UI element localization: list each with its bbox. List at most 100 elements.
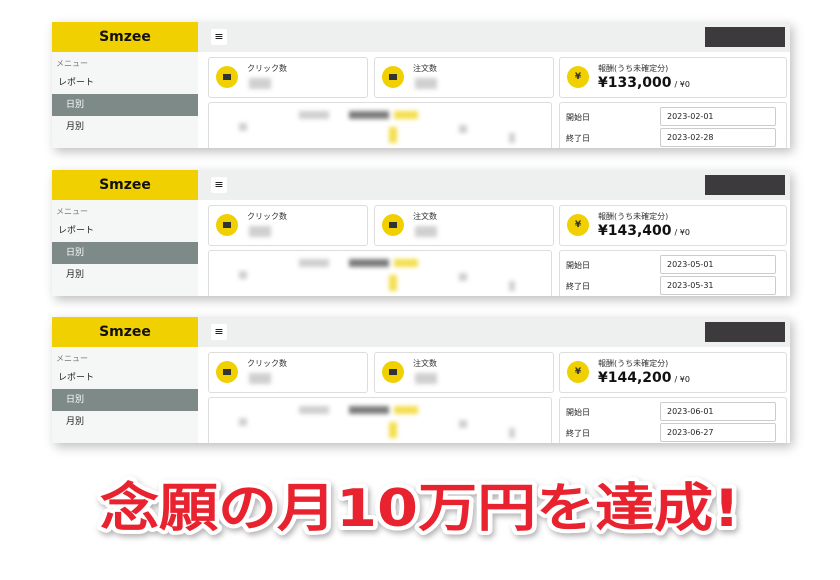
account-button[interactable] <box>705 27 785 47</box>
stat-amount: ¥144,200 <box>598 370 672 386</box>
blurred-chart <box>394 406 418 414</box>
stat-icon <box>216 66 238 88</box>
menu-item[interactable]: 日別 <box>52 389 198 411</box>
date-input[interactable]: 2023-02-28 <box>660 128 776 147</box>
brand-logo: Smzee <box>52 22 198 52</box>
blurred-chart <box>239 271 247 279</box>
stat-icon: ¥ <box>567 214 589 236</box>
stat-label: クリック数 <box>247 359 287 368</box>
blurred-chart <box>459 420 467 428</box>
stat-label: 報酬(うち未確定分) <box>598 64 669 73</box>
menu-item[interactable]: レポート <box>58 226 95 236</box>
menu-item[interactable]: 月別 <box>66 122 85 132</box>
blurred-chart <box>509 428 515 438</box>
blurred-chart <box>239 418 247 426</box>
date-input[interactable]: 2023-05-01 <box>660 255 776 274</box>
icon-glyph <box>389 222 397 228</box>
date-label: 開始日 <box>566 113 590 122</box>
menu-item[interactable]: レポート <box>58 373 95 383</box>
stat-icon: ¥ <box>567 361 589 383</box>
stat-label: 報酬(うち未確定分) <box>598 359 669 368</box>
blurred-chart <box>509 133 515 143</box>
stat-label: 報酬(うち未確定分) <box>598 212 669 221</box>
menu-toggle[interactable]: ≡ <box>211 177 227 193</box>
stat-pending: / ¥0 <box>674 228 690 237</box>
blurred-chart <box>349 111 389 119</box>
menu-item[interactable]: 日別 <box>52 94 198 116</box>
sidebar: Smzee メニュー レポート 日別 月別 <box>52 170 198 296</box>
blurred-chart <box>299 111 329 119</box>
blurred-chart <box>509 281 515 291</box>
top-bar: ≡ <box>198 170 790 200</box>
chart-box <box>208 397 552 443</box>
date-label: 開始日 <box>566 408 590 417</box>
account-button[interactable] <box>705 322 785 342</box>
blurred-value <box>249 226 271 237</box>
stat-label: 注文数 <box>413 212 437 221</box>
blurred-chart <box>459 273 467 281</box>
stat-label: クリック数 <box>247 64 287 73</box>
menu-toggle[interactable]: ≡ <box>211 29 227 45</box>
top-bar: ≡ <box>198 317 790 347</box>
blurred-chart <box>394 111 418 119</box>
blurred-chart <box>389 127 397 143</box>
menu-item[interactable]: レポート <box>58 78 95 88</box>
top-bar: ≡ <box>198 22 790 52</box>
menu-label: メニュー <box>56 59 88 68</box>
blurred-chart <box>389 422 397 438</box>
icon-glyph <box>223 74 231 80</box>
dashboard-panel: Smzee メニュー レポート 日別 月別 ≡ クリック数 注文数 ¥ 報酬(うち未確定分) ¥14… <box>52 317 790 443</box>
blurred-value <box>249 78 271 89</box>
blurred-chart <box>459 125 467 133</box>
blurred-value <box>415 78 437 89</box>
date-filter: 開始日 2023-02-01 終了日 2023-02-28 <box>559 102 787 148</box>
stat-icon <box>382 361 404 383</box>
stat-icon <box>216 214 238 236</box>
blurred-chart <box>389 275 397 291</box>
sidebar: Smzee メニュー レポート 日別 月別 <box>52 317 198 443</box>
date-filter: 開始日 2023-05-01 終了日 2023-05-31 <box>559 250 787 296</box>
date-input[interactable]: 2023-06-01 <box>660 402 776 421</box>
stat-label: クリック数 <box>247 212 287 221</box>
caption: 念願の月10万円を達成! <box>100 479 740 539</box>
account-button[interactable] <box>705 175 785 195</box>
stat-label: 注文数 <box>413 64 437 73</box>
date-label: 終了日 <box>566 282 590 291</box>
stat-card: ¥ 報酬(うち未確定分) ¥143,400/ ¥0 <box>559 205 787 246</box>
blurred-value <box>415 373 437 384</box>
date-input[interactable]: 2023-06-27 <box>660 423 776 442</box>
icon-glyph <box>389 74 397 80</box>
date-label: 終了日 <box>566 134 590 143</box>
menu-item[interactable]: 月別 <box>66 417 85 427</box>
blurred-chart <box>299 259 329 267</box>
caption-layer: 念願の月10万円を達成! <box>96 475 744 543</box>
blurred-chart <box>299 406 329 414</box>
stat-label: 注文数 <box>413 359 437 368</box>
date-input[interactable]: 2023-02-01 <box>660 107 776 126</box>
menu-item[interactable]: 日別 <box>52 242 198 264</box>
stat-card: クリック数 <box>208 205 368 246</box>
stat-icon: ¥ <box>567 66 589 88</box>
stat-value: ¥144,200/ ¥0 <box>598 370 690 386</box>
date-filter: 開始日 2023-06-01 終了日 2023-06-27 <box>559 397 787 443</box>
dashboard-panel: Smzee メニュー レポート 日別 月別 ≡ クリック数 注文数 ¥ 報酬(うち未確定分) ¥14… <box>52 170 790 296</box>
date-input[interactable]: 2023-05-31 <box>660 276 776 295</box>
stat-card: ¥ 報酬(うち未確定分) ¥133,000/ ¥0 <box>559 57 787 98</box>
menu-item[interactable]: 月別 <box>66 270 85 280</box>
date-label: 開始日 <box>566 261 590 270</box>
icon-glyph <box>389 369 397 375</box>
stat-card: 注文数 <box>374 205 554 246</box>
stat-card: ¥ 報酬(うち未確定分) ¥144,200/ ¥0 <box>559 352 787 393</box>
menu-toggle[interactable]: ≡ <box>211 324 227 340</box>
blurred-chart <box>239 123 247 131</box>
brand-logo: Smzee <box>52 317 198 347</box>
blurred-value <box>249 373 271 384</box>
stat-icon <box>216 361 238 383</box>
blurred-chart <box>349 259 389 267</box>
stat-pending: / ¥0 <box>674 375 690 384</box>
chart-box <box>208 102 552 148</box>
icon-glyph <box>223 369 231 375</box>
sidebar: Smzee メニューレポート日別月別 <box>52 22 198 148</box>
stat-card: 注文数 <box>374 352 554 393</box>
